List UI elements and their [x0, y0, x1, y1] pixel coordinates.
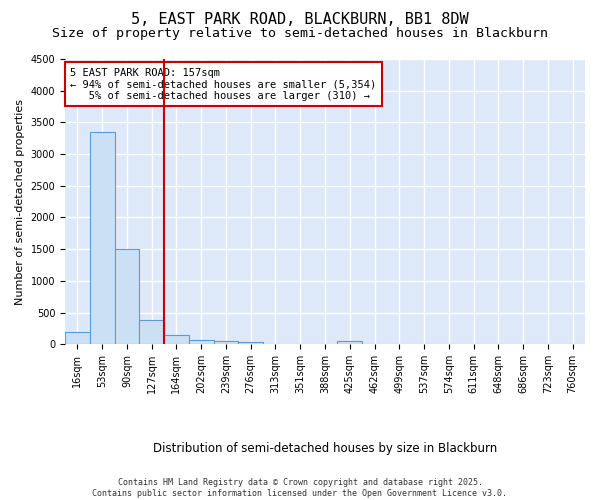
Bar	[238, 342, 263, 344]
X-axis label: Distribution of semi-detached houses by size in Blackburn: Distribution of semi-detached houses by …	[153, 442, 497, 455]
Text: Size of property relative to semi-detached houses in Blackburn: Size of property relative to semi-detach…	[52, 28, 548, 40]
Bar	[90, 132, 115, 344]
Y-axis label: Number of semi-detached properties: Number of semi-detached properties	[15, 98, 25, 304]
Text: 5 EAST PARK ROAD: 157sqm
← 94% of semi-detached houses are smaller (5,354)
   5%: 5 EAST PARK ROAD: 157sqm ← 94% of semi-d…	[70, 68, 376, 101]
Text: 5, EAST PARK ROAD, BLACKBURN, BB1 8DW: 5, EAST PARK ROAD, BLACKBURN, BB1 8DW	[131, 12, 469, 28]
Bar	[115, 249, 139, 344]
Text: Contains HM Land Registry data © Crown copyright and database right 2025.
Contai: Contains HM Land Registry data © Crown c…	[92, 478, 508, 498]
Bar	[164, 335, 189, 344]
Bar	[214, 341, 238, 344]
Bar	[65, 332, 90, 344]
Bar	[337, 341, 362, 344]
Bar	[139, 320, 164, 344]
Bar	[189, 340, 214, 344]
